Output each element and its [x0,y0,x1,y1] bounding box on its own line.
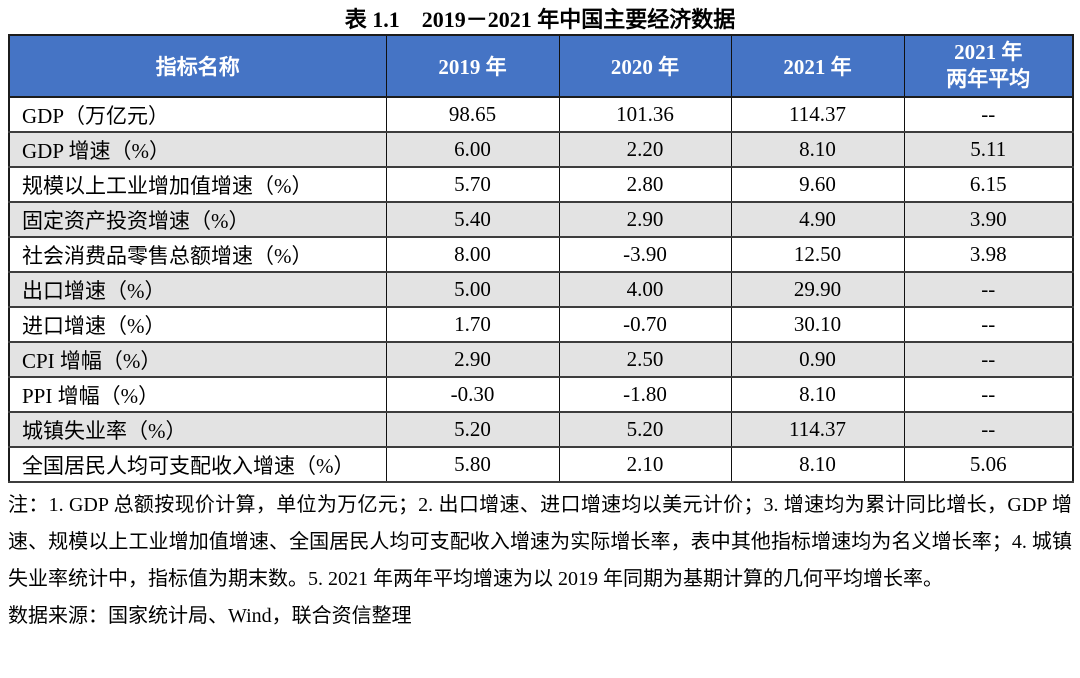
value-avg-cell: -- [903,96,1074,133]
header-row: 指标名称 2019 年 2020 年 2021 年 2021 年 两年平均 [8,34,1074,98]
indicator-cell: PPI 增幅（%） [8,376,387,413]
table-row: 城镇失业率（%） 5.20 5.20 114.37 -- [8,411,1074,448]
indicator-cell: 社会消费品零售总额增速（%） [8,236,387,273]
table-row: 社会消费品零售总额增速（%） 8.00 -3.90 12.50 3.98 [8,236,1074,273]
table-footnotes: 注：1. GDP 总额按现价计算，单位为万亿元；2. 出口增速、进口增速均以美元… [8,494,1072,590]
table-row: GDP 增速（%） 6.00 2.20 8.10 5.11 [8,131,1074,168]
value-2019-cell: 5.70 [385,166,560,203]
table-row: PPI 增幅（%） -0.30 -1.80 8.10 -- [8,376,1074,413]
value-avg-cell: -- [903,271,1074,308]
value-2019-cell: 5.80 [385,446,560,483]
value-2020-cell: -3.90 [558,236,732,273]
value-avg-cell: 3.98 [903,236,1074,273]
table-row: CPI 增幅（%） 2.90 2.50 0.90 -- [8,341,1074,378]
header-indicator: 指标名称 [8,34,387,98]
value-avg-cell: 6.15 [903,166,1074,203]
header-2021: 2021 年 [730,34,905,98]
indicator-cell: GDP 增速（%） [8,131,387,168]
value-2020-cell: 2.50 [558,341,732,378]
indicator-cell: 全国居民人均可支配收入增速（%） [8,446,387,483]
indicator-cell: CPI 增幅（%） [8,341,387,378]
header-2019: 2019 年 [385,34,560,98]
value-2019-cell: 98.65 [385,96,560,133]
value-2020-cell: 2.90 [558,201,732,238]
economic-data-table: 指标名称 2019 年 2020 年 2021 年 2021 年 两年平均 GD… [8,34,1074,483]
value-avg-cell: -- [903,306,1074,343]
value-2020-cell: 5.20 [558,411,732,448]
header-2021-two-year-avg: 2021 年 两年平均 [903,34,1074,98]
value-avg-cell: -- [903,341,1074,378]
value-2021-cell: 8.10 [730,446,905,483]
value-2019-cell: 8.00 [385,236,560,273]
value-2020-cell: -1.80 [558,376,732,413]
table-row: 出口增速（%） 5.00 4.00 29.90 -- [8,271,1074,308]
indicator-cell: 城镇失业率（%） [8,411,387,448]
value-2020-cell: 101.36 [558,96,732,133]
value-2020-cell: -0.70 [558,306,732,343]
value-2021-cell: 30.10 [730,306,905,343]
value-avg-cell: -- [903,411,1074,448]
value-2021-cell: 8.10 [730,376,905,413]
value-2021-cell: 114.37 [730,411,905,448]
value-2020-cell: 2.80 [558,166,732,203]
value-2021-cell: 8.10 [730,131,905,168]
indicator-cell: 规模以上工业增加值增速（%） [8,166,387,203]
value-2020-cell: 4.00 [558,271,732,308]
value-2021-cell: 0.90 [730,341,905,378]
value-avg-cell: -- [903,376,1074,413]
value-2019-cell: -0.30 [385,376,560,413]
value-2021-cell: 29.90 [730,271,905,308]
table-row: 全国居民人均可支配收入增速（%） 5.80 2.10 8.10 5.06 [8,446,1074,483]
table-row: 固定资产投资增速（%） 5.40 2.90 4.90 3.90 [8,201,1074,238]
value-2021-cell: 9.60 [730,166,905,203]
value-2019-cell: 5.00 [385,271,560,308]
value-2019-cell: 5.40 [385,201,560,238]
value-2019-cell: 2.90 [385,341,560,378]
indicator-cell: GDP（万亿元） [8,96,387,133]
indicator-cell: 出口增速（%） [8,271,387,308]
value-2019-cell: 6.00 [385,131,560,168]
value-avg-cell: 5.06 [903,446,1074,483]
page-title: 表 1.1 2019－2021 年中国主要经济数据 [344,7,736,32]
indicator-cell: 固定资产投资增速（%） [8,201,387,238]
value-2021-cell: 4.90 [730,201,905,238]
value-avg-cell: 5.11 [903,131,1074,168]
indicator-cell: 进口增速（%） [8,306,387,343]
table-row: 进口增速（%） 1.70 -0.70 30.10 -- [8,306,1074,343]
value-2021-cell: 12.50 [730,236,905,273]
table-row: GDP（万亿元） 98.65 101.36 114.37 -- [8,96,1074,133]
value-avg-cell: 3.90 [903,201,1074,238]
data-source-line: 数据来源：国家统计局、Wind，联合资信整理 [8,605,412,627]
table-row: 规模以上工业增加值增速（%） 5.70 2.80 9.60 6.15 [8,166,1074,203]
value-2019-cell: 1.70 [385,306,560,343]
value-2020-cell: 2.10 [558,446,732,483]
header-2020: 2020 年 [558,34,732,98]
value-2020-cell: 2.20 [558,131,732,168]
table-body: GDP（万亿元） 98.65 101.36 114.37 -- GDP 增速（%… [8,96,1074,483]
value-2021-cell: 114.37 [730,96,905,133]
value-2019-cell: 5.20 [385,411,560,448]
